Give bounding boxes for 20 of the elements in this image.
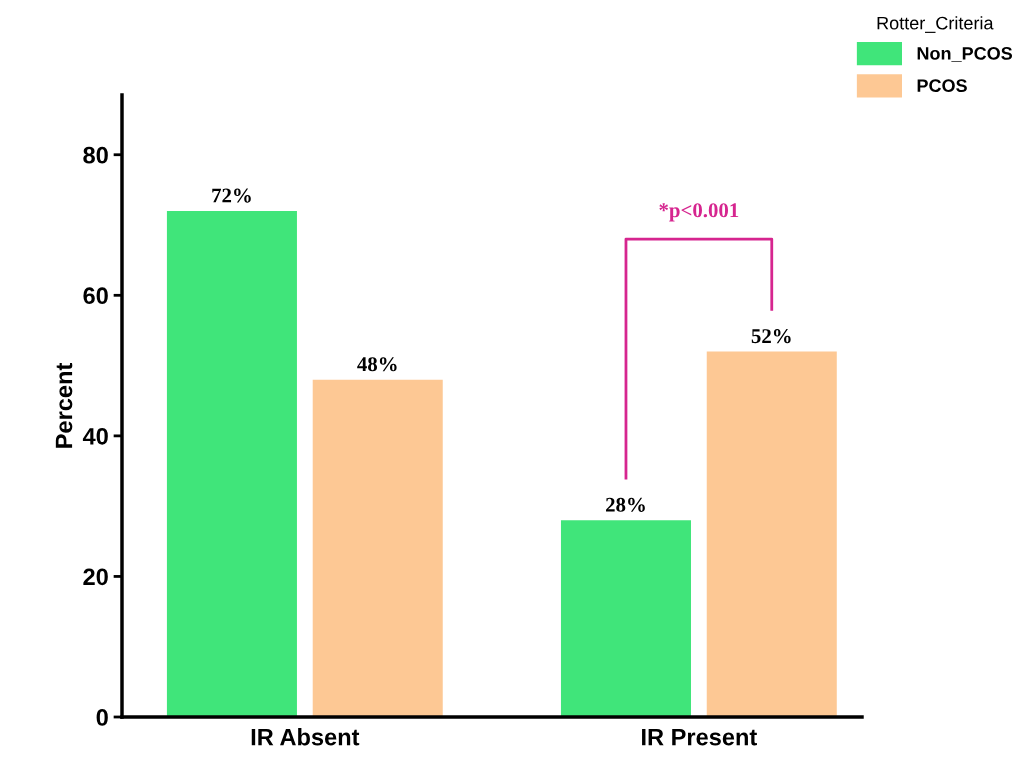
x-tick-label: IR Absent [251, 728, 360, 746]
y-axis-title: Percent [55, 362, 73, 448]
legend-title: Rotter_Criteria [877, 16, 994, 33]
legend-label: PCOS [917, 79, 967, 93]
data-label: 28% [606, 497, 645, 512]
y-tick-label: 80 [83, 146, 108, 164]
y-tick-label: 40 [82, 427, 108, 445]
data-label: 72% [212, 188, 251, 203]
y-tick-label: 60 [83, 287, 108, 305]
y-tick-label: 20 [83, 568, 108, 586]
data-label: 52% [751, 329, 791, 344]
bar [312, 379, 443, 717]
bar [706, 351, 837, 717]
y-tick-label: 0 [96, 709, 108, 726]
annotation: *p<0.001 [659, 203, 739, 222]
data-label: 48% [357, 357, 397, 372]
legend-label: Non_PCOS [917, 47, 1013, 62]
bar [166, 210, 297, 717]
bar [560, 520, 691, 717]
x-tick-label: IR Present [642, 728, 757, 746]
